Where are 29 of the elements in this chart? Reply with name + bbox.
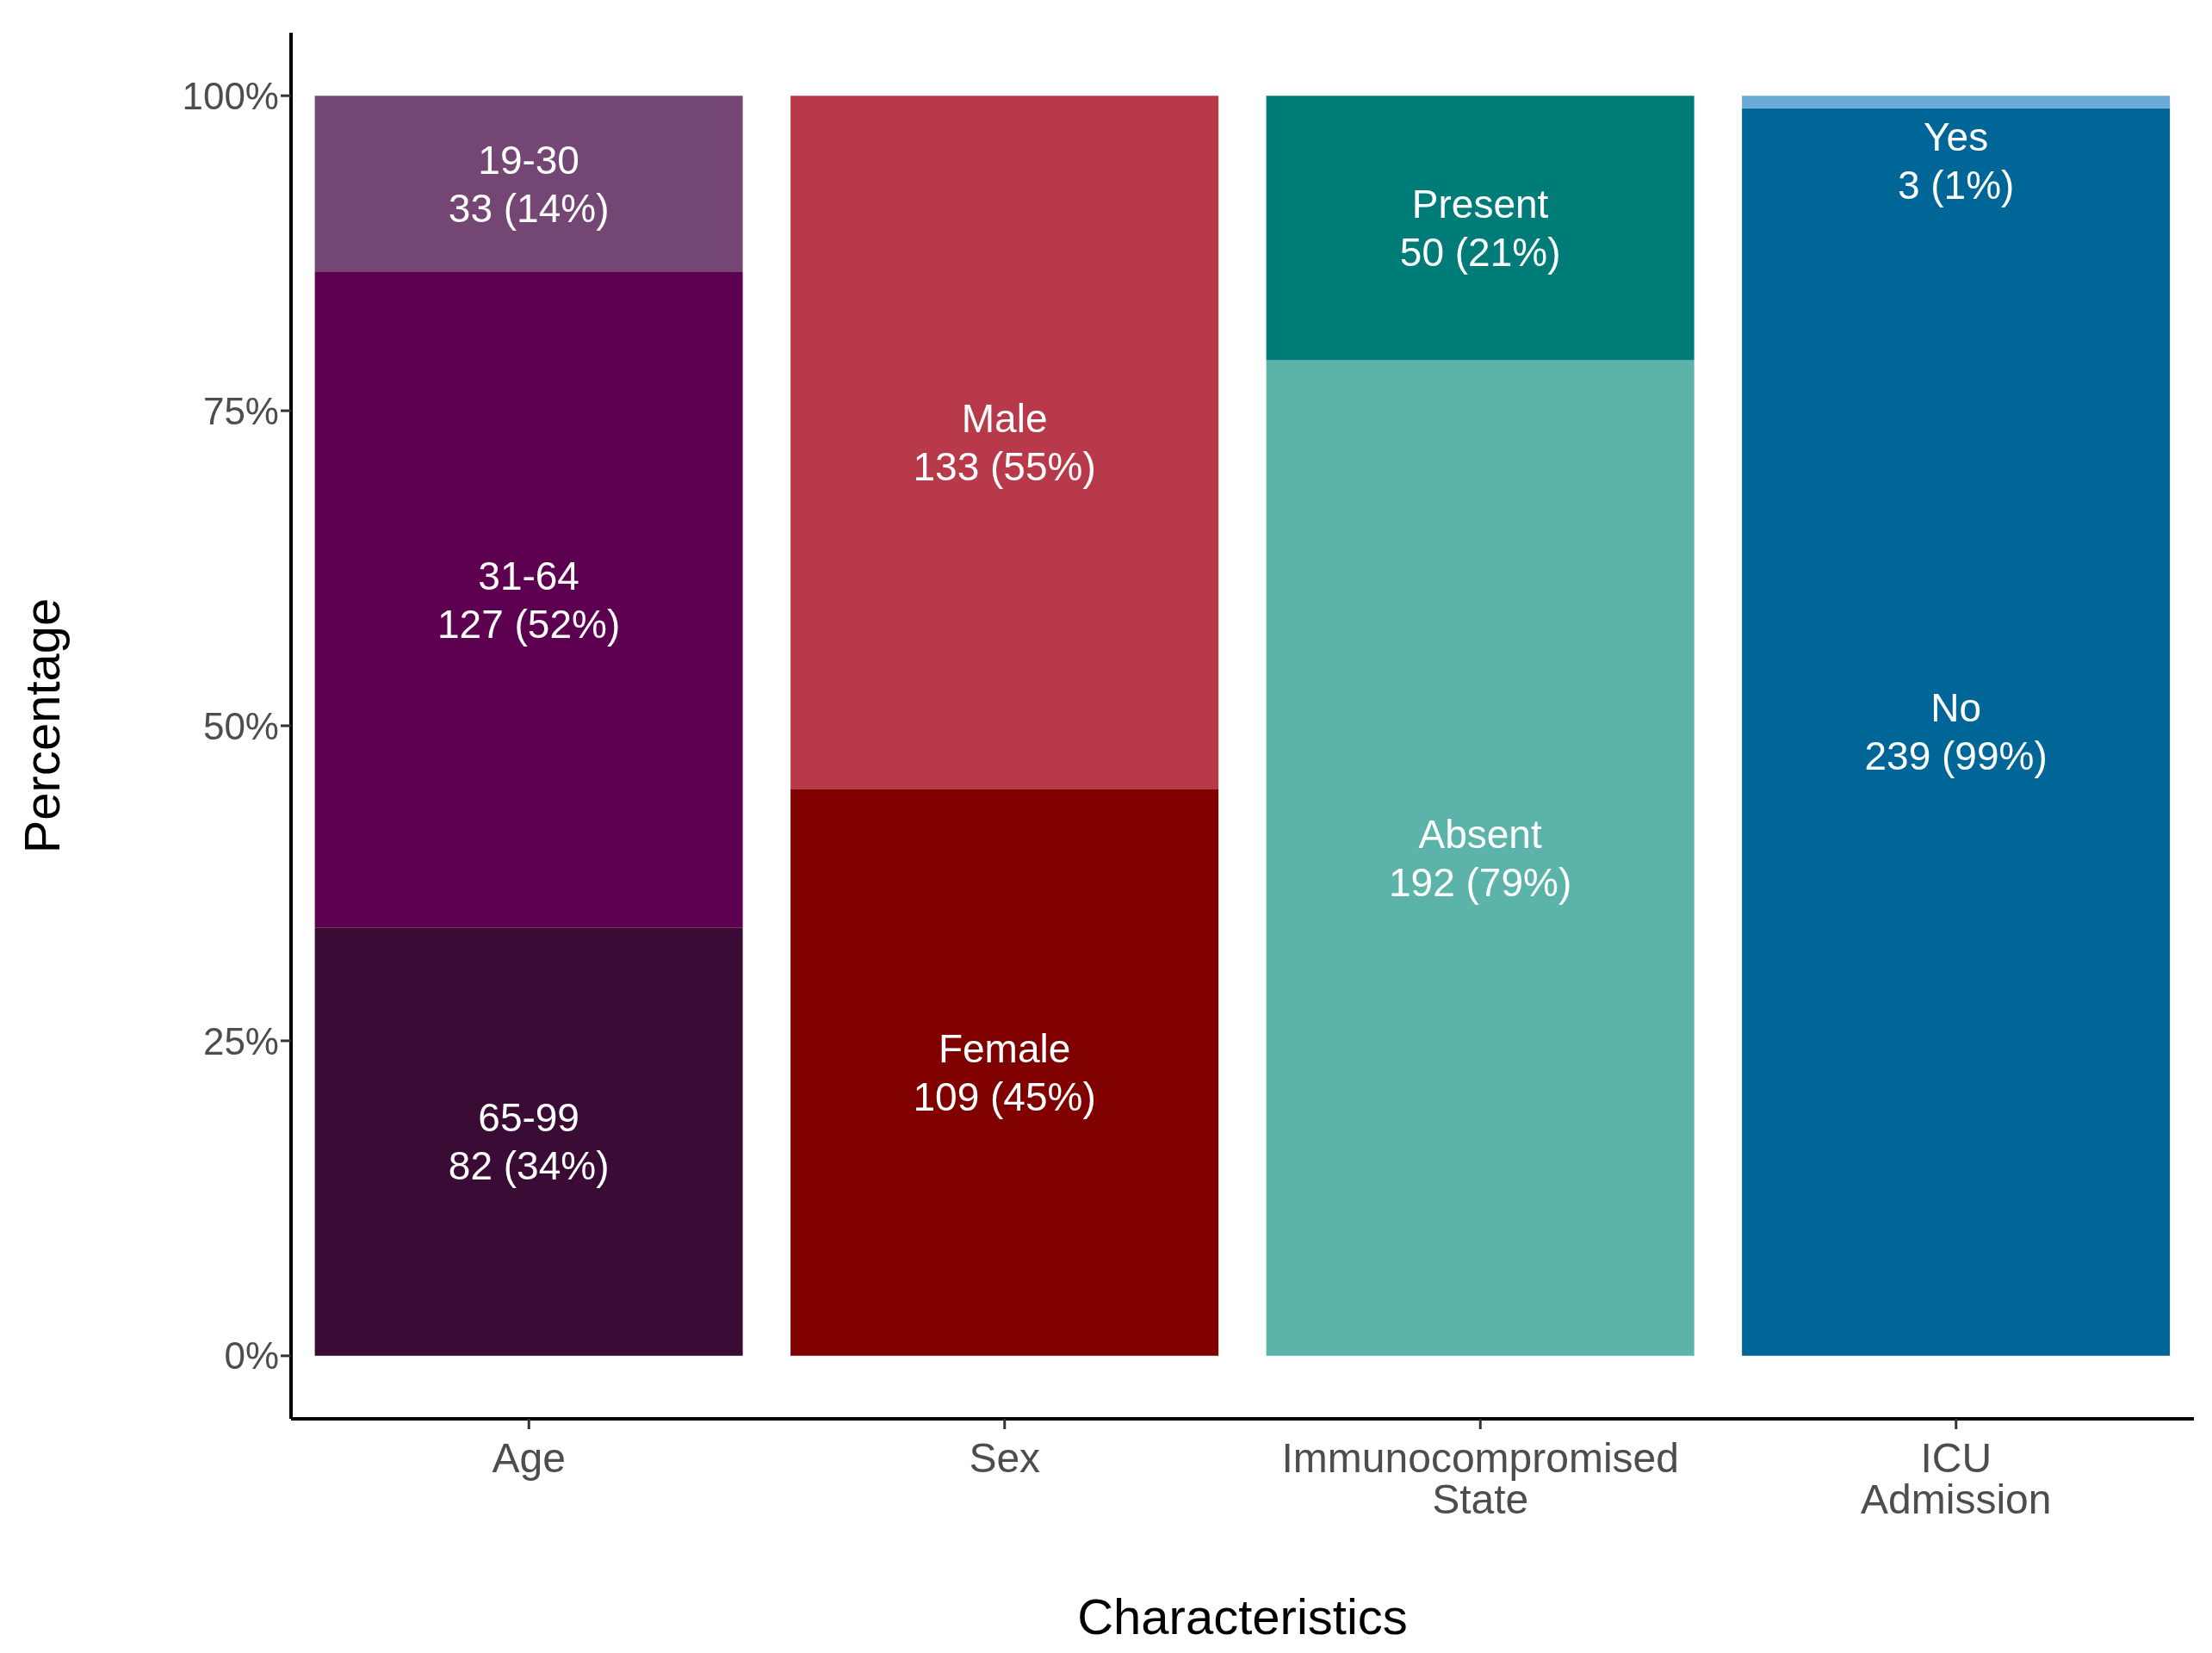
y-axis-title: Percentage <box>13 597 70 854</box>
x-tick-label: Immunocompromised State <box>1281 1435 1679 1522</box>
y-tick-label: 25% <box>202 1019 279 1062</box>
bar <box>314 927 743 1356</box>
y-tick-label: 50% <box>202 704 279 747</box>
bar <box>1742 96 2171 108</box>
x-tick-label: ICU Admission <box>1861 1435 2052 1522</box>
data-label: Female 109 (45%) <box>913 1025 1096 1119</box>
x-tick-label: Age <box>492 1435 566 1481</box>
bar <box>790 789 1219 1356</box>
data-label: Yes 3 (1%) <box>1897 115 2015 208</box>
data-label: No 239 (99%) <box>1864 685 2048 779</box>
bar <box>1266 96 1695 361</box>
y-tick-label: 100% <box>182 74 279 117</box>
data-label: 31-64 127 (52%) <box>437 553 621 647</box>
x-axis-title: Characteristics <box>1077 1588 1408 1644</box>
bar <box>1266 360 1695 1356</box>
y-tick-label: 0% <box>224 1334 279 1378</box>
data-label: 65-99 82 (34%) <box>448 1095 610 1188</box>
data-label: 19-30 33 (14%) <box>448 137 610 231</box>
data-label: Present 50 (21%) <box>1399 181 1561 275</box>
data-label: Absent 192 (79%) <box>1389 811 1572 905</box>
bar <box>314 272 743 928</box>
y-tick-label: 75% <box>202 389 279 432</box>
data-label: Male 133 (55%) <box>913 395 1096 489</box>
bar <box>1742 108 2171 1356</box>
bar <box>314 96 743 273</box>
x-tick-label: Sex <box>969 1435 1041 1481</box>
bar <box>790 96 1219 789</box>
